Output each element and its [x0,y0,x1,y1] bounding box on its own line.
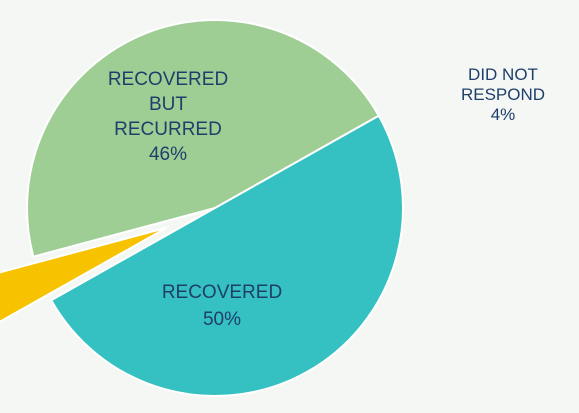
slice-1-label-line: RECURRED [114,119,222,140]
pie-labels: RECOVERED BUT RECURRED 46% RECOVERED 50% DID N… [108,65,545,330]
pie-slices [0,19,404,397]
pie-slice-1 [26,19,381,258]
slice-3-label-line: DID NOT [468,65,538,84]
slice-3-value-label: 4% [491,105,516,124]
slice-1-value-label: 46% [149,144,187,165]
pie-slice-3 [0,226,168,323]
slice-3-label-line: RESPOND [461,85,545,104]
slice-2-label-line: RECOVERED [162,282,282,303]
slice-2-value-label: 50% [203,309,241,330]
slice-1-label-line: BUT [149,94,187,115]
slice-1-label-line: RECOVERED [108,69,228,90]
pie-slice-2 [49,114,404,397]
